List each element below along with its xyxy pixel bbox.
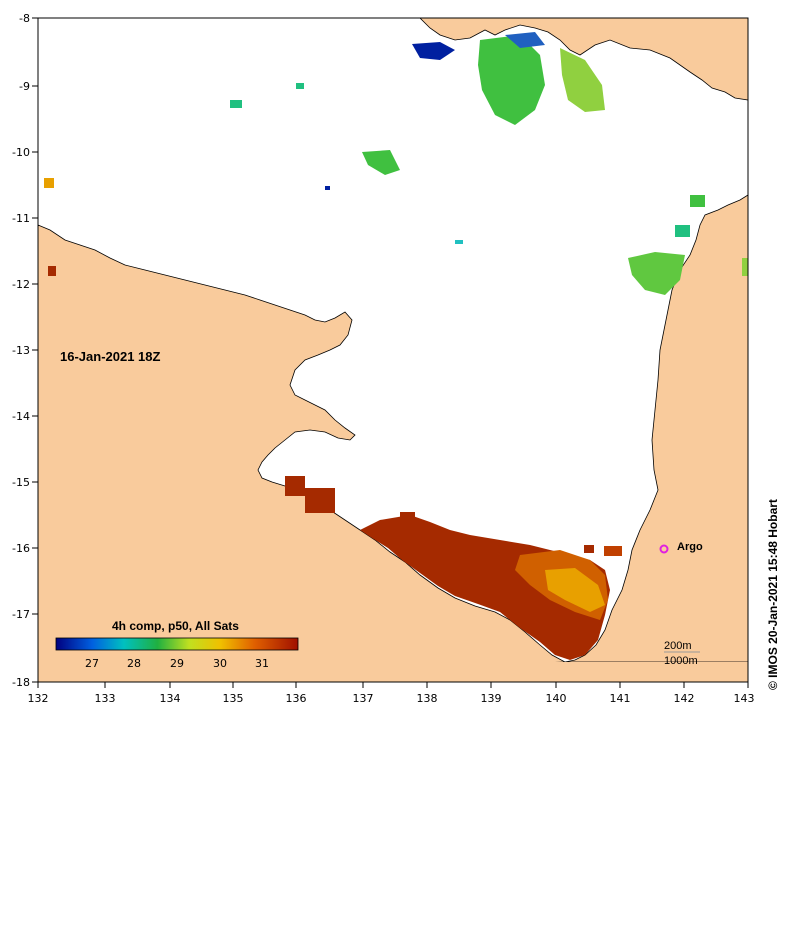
lat-tick: -16 [12,542,30,555]
legend-ticks: 27 28 29 30 31 [85,657,269,670]
lon-tick: 138 [417,692,438,705]
lon-tick: 141 [610,692,631,705]
lat-tick: -8 [19,12,30,25]
sst-map: 132 133 134 135 136 137 138 139 140 141 … [12,12,755,705]
argo-marker [659,544,669,554]
lat-tick: -13 [12,344,30,357]
lat-labels: -8 -9 -10 -11 -12 -13 -14 -15 -16 -17 -1… [12,12,30,689]
lat-tick: -9 [19,80,30,93]
date-label: 16-Jan-2021 18Z [60,349,161,364]
lon-axis [37,682,749,688]
legend-title: 4h comp, p50, All Sats [112,619,239,633]
contour-1000-label: 1000m [664,655,698,667]
lon-tick: 132 [28,692,49,705]
credit-label: © IMOS 20-Jan-2021 15:48 Hobart [766,499,780,690]
argo-label: Argo [677,541,703,553]
lon-labels: 132 133 134 135 136 137 138 139 140 141 … [28,692,755,705]
lat-tick: -17 [12,608,30,621]
lat-tick: -10 [12,146,30,159]
lat-tick: -18 [12,676,30,689]
legend-tick: 29 [170,657,184,670]
legend-tick: 30 [213,657,227,670]
lat-tick: -14 [12,410,30,423]
lon-tick: 143 [734,692,755,705]
lon-tick: 134 [160,692,181,705]
land-arnhem [37,224,567,683]
lon-tick: 133 [95,692,116,705]
lon-tick: 137 [353,692,374,705]
lat-tick: -15 [12,476,30,489]
land-cape-york [564,194,749,663]
legend-tick: 28 [127,657,141,670]
lon-tick: 136 [286,692,307,705]
lat-tick: -11 [12,212,30,225]
contour-200-label: 200m [664,640,692,652]
legend-tick: 27 [85,657,99,670]
land-south [38,662,748,682]
lon-tick: 142 [674,692,695,705]
lon-tick: 139 [481,692,502,705]
credit-container: © IMOS 20-Jan-2021 15:48 Hobart [766,499,782,950]
lat-axis [32,17,38,683]
lat-tick: -12 [12,278,30,291]
lon-tick: 140 [546,692,567,705]
lon-tick: 135 [223,692,244,705]
sst-field [44,32,748,660]
land-png [419,17,749,101]
legend-colorbar [55,637,299,651]
legend-tick: 31 [255,657,269,670]
